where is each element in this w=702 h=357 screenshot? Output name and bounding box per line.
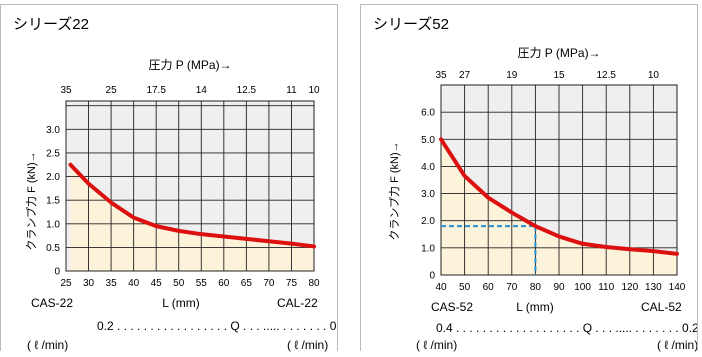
x-tick-label: 60 [483, 282, 495, 293]
label-cal: CAL-22 [277, 296, 318, 310]
pressure-tick-label: 27 [459, 70, 471, 81]
area-under-curve [441, 139, 677, 275]
x-tick-label: 55 [196, 278, 208, 289]
y-tick-label: 1.5 [46, 196, 60, 207]
x-tick-label: 30 [83, 278, 95, 289]
x-tick-label: 120 [621, 282, 638, 293]
clamp-force-curve [68, 162, 316, 249]
pressure-axis-title: 圧力 P (MPa)→ [148, 58, 231, 72]
y-tick-label: 0 [429, 271, 435, 282]
y-tick-label: 2.0 [46, 172, 60, 183]
chart-panel-series-22: シリーズ22 圧力 P (MPa)→ 25 30 35 40 45 50 55 60 65 70 75 8… [0, 4, 347, 352]
x-tick-label: 70 [263, 278, 275, 289]
y-tick-label: 6.0 [421, 108, 435, 119]
pressure-tick-label: 12.5 [596, 70, 616, 81]
plot-frame [440, 84, 678, 276]
flow-unit-right: ( ℓ /min) [287, 338, 328, 352]
x-tick-label: 50 [173, 278, 185, 289]
x-tick-label: 25 [60, 278, 72, 289]
x-axis-title: L (mm) [162, 296, 200, 310]
x-tick-label: 110 [598, 282, 614, 293]
flow-unit-left: ( ℓ /min) [27, 338, 68, 352]
x-tick-label: 75 [286, 278, 298, 289]
pressure-tick-label: 10 [308, 85, 320, 96]
flow-unit-right: ( ℓ /min) [657, 338, 697, 352]
chart-series-22: シリーズ22 圧力 P (MPa)→ 25 30 35 40 45 50 55 60 65 70 75 8… [13, 16, 347, 352]
x-tick-label: 60 [218, 278, 230, 289]
pressure-tick-label: 14 [196, 85, 208, 96]
y-tick-label: 2.5 [46, 148, 60, 159]
x-tick-label: 50 [459, 282, 471, 293]
label-cas: CAS-52 [431, 300, 473, 314]
y-tick-label: 1.0 [46, 219, 60, 230]
y-tick-label: 0.5 [46, 243, 60, 254]
x-tick-label: 140 [669, 282, 686, 293]
x-tick-label: 80 [530, 282, 542, 293]
pressure-tick-label: 10 [648, 70, 660, 81]
x-tick-label: 100 [574, 282, 591, 293]
y-tick-label: 3.0 [46, 125, 60, 136]
label-cas: CAS-22 [31, 296, 73, 310]
y-tick-label: 3.0 [421, 189, 435, 200]
chart-title: シリーズ22 [13, 16, 89, 33]
y-tick-label: 2.0 [421, 216, 435, 227]
area-under-curve [70, 164, 314, 271]
pressure-tick-label: 15 [553, 70, 565, 81]
y-tick-label: 4.0 [421, 162, 435, 173]
flow-unit-left: ( ℓ /min) [416, 338, 457, 352]
pressure-tick-label: 25 [106, 85, 118, 96]
plot-frame [65, 100, 315, 272]
y-axis-title: クランプ力 F (kN)→ [25, 151, 38, 250]
pressure-tick-label: 17.5 [146, 85, 166, 96]
x-tick-label: 90 [553, 282, 565, 293]
y-axis-title: クランプ力 F (kN)→ [388, 141, 401, 240]
pressure-tick-label: 19 [506, 70, 518, 81]
pressure-tick-label: 35 [60, 85, 72, 96]
pressure-tick-label: 12.5 [237, 85, 257, 96]
x-tick-label: 40 [128, 278, 140, 289]
flow-rate-scale: 0.4 . . . . . . . . . . . . . . . . . . … [436, 321, 697, 335]
flow-rate-scale: 0.2 . . . . . . . . . . . . . . . . . Q … [97, 319, 337, 333]
chart-panel-series-52: シリーズ52 圧力 P (MPa)→ 40 50 60 70 80 90 100 110 120 13… [360, 4, 699, 352]
x-tick-label: 70 [506, 282, 518, 293]
label-cal: CAL-52 [641, 300, 682, 314]
x-tick-label: 35 [106, 278, 118, 289]
x-tick-label: 45 [151, 278, 163, 289]
x-axis-title: L (mm) [516, 300, 554, 314]
x-tick-label: 80 [308, 278, 320, 289]
y-tick-label: 1.0 [421, 243, 435, 254]
x-tick-label: 65 [241, 278, 253, 289]
pressure-axis-title: 圧力 P (MPa)→ [517, 46, 600, 60]
pressure-tick-label: 35 [435, 70, 447, 81]
chart-title: シリーズ52 [373, 16, 449, 33]
clamp-force-curve [439, 137, 679, 256]
y-tick-label: 5.0 [421, 135, 435, 146]
x-tick-label: 130 [645, 282, 662, 293]
x-tick-label: 40 [435, 282, 447, 293]
y-tick-label: 0 [54, 267, 60, 278]
pressure-tick-label: 11 [286, 85, 297, 96]
